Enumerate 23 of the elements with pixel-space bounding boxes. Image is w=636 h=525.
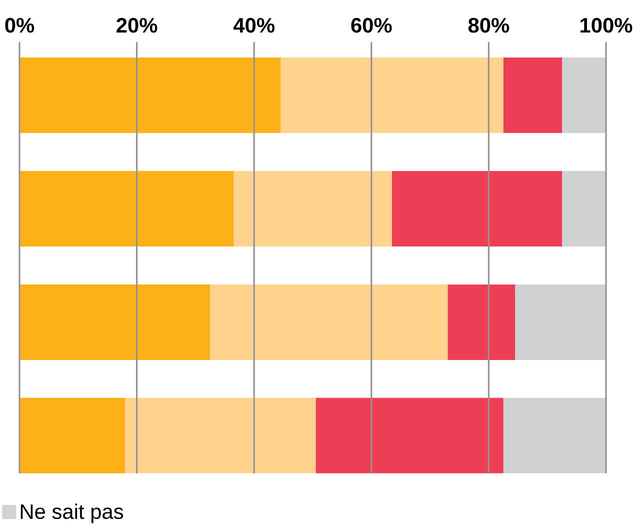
legend-label: Ne sait pas [20,504,124,524]
bar [280,58,504,134]
x-tick-label: 60% [351,18,392,33]
bar [20,284,210,360]
bar [503,398,606,474]
bar [448,284,516,360]
bar [515,284,606,360]
x-tick-label: 80% [468,18,510,33]
x-tick-label: 40% [233,18,274,33]
bar [234,170,392,246]
bar [210,284,448,360]
bar [20,170,234,246]
x-tick-label: 100% [580,18,632,33]
bar [562,170,606,246]
bar [562,58,606,134]
bar [503,58,562,134]
x-tick-label: 0% [5,18,34,33]
bar [20,398,126,474]
bar [125,398,316,474]
x-tick-label: 20% [116,18,158,33]
bar [20,58,280,134]
bar [392,170,562,246]
bar [316,398,504,474]
